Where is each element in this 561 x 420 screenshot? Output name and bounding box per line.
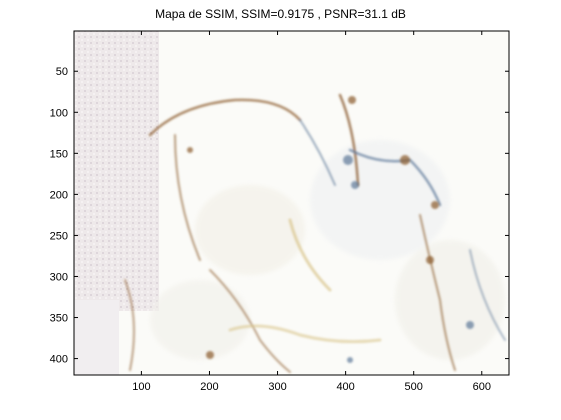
y-tick-label: 350 bbox=[50, 313, 68, 325]
x-tick: 100 bbox=[132, 31, 151, 393]
plot-frame bbox=[73, 30, 510, 376]
x-tick: 300 bbox=[268, 31, 287, 393]
x-tick: 500 bbox=[405, 31, 423, 393]
y-axis: 50 100 150 200 250 300 350 400 bbox=[50, 66, 509, 366]
y-tick: 100 bbox=[50, 107, 509, 119]
y-tick: 300 bbox=[50, 271, 509, 283]
x-tick-label: 200 bbox=[200, 381, 218, 393]
y-tick: 150 bbox=[50, 148, 509, 160]
y-tick: 200 bbox=[50, 189, 509, 201]
y-tick-label: 400 bbox=[50, 354, 68, 366]
x-tick-label: 500 bbox=[405, 381, 423, 393]
y-tick: 250 bbox=[50, 230, 509, 242]
y-tick-label: 150 bbox=[50, 148, 68, 160]
y-tick-label: 50 bbox=[56, 66, 68, 78]
x-tick-label: 300 bbox=[268, 381, 286, 393]
x-tick-label: 100 bbox=[132, 381, 150, 393]
y-tick-label: 250 bbox=[50, 230, 68, 242]
x-tick: 200 bbox=[200, 31, 219, 393]
x-tick: 400 bbox=[336, 31, 355, 393]
y-tick-label: 100 bbox=[50, 107, 68, 119]
plot-title: Mapa de SSIM, SSIM=0.9175 , PSNR=31.1 dB bbox=[155, 7, 406, 21]
x-axis: 100 200 300 400 500 600 bbox=[132, 31, 491, 393]
y-tick-label: 200 bbox=[50, 189, 68, 201]
x-tick-label: 600 bbox=[473, 381, 491, 393]
y-tick-label: 300 bbox=[50, 271, 68, 283]
y-tick: 400 bbox=[50, 354, 509, 366]
x-tick-label: 400 bbox=[336, 381, 354, 393]
y-tick: 350 bbox=[50, 313, 509, 325]
y-tick: 50 bbox=[56, 66, 509, 78]
ssim-map-image bbox=[74, 31, 509, 375]
x-tick: 600 bbox=[473, 31, 491, 393]
